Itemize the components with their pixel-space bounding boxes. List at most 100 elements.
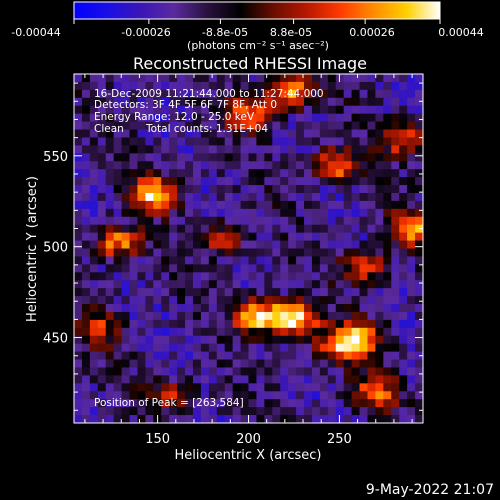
heatmap-cell bbox=[121, 375, 131, 384]
heatmap-cell bbox=[304, 351, 313, 361]
heatmap-cell bbox=[153, 89, 162, 99]
heatmap-cell bbox=[311, 407, 321, 416]
heatmap-cell bbox=[185, 351, 194, 361]
heatmap-cell bbox=[304, 169, 313, 178]
heatmap-cell bbox=[256, 367, 265, 377]
heatmap-cell bbox=[177, 185, 186, 194]
heatmap-cell bbox=[89, 224, 99, 234]
heatmap-cell bbox=[319, 208, 329, 218]
heatmap-cell bbox=[129, 145, 139, 154]
heatmap-cell bbox=[367, 304, 377, 313]
heatmap-cell bbox=[232, 304, 242, 313]
heatmap-cell bbox=[415, 177, 423, 186]
heatmap-cell bbox=[129, 161, 139, 170]
heatmap-cell bbox=[105, 200, 115, 210]
heatmap-cell bbox=[343, 327, 353, 337]
heatmap-cell bbox=[296, 81, 305, 91]
heatmap-cell bbox=[280, 311, 289, 321]
heatmap-cell bbox=[105, 129, 115, 139]
heatmap-cell bbox=[311, 105, 321, 115]
heatmap-cell bbox=[399, 89, 408, 99]
heatmap-cell bbox=[81, 415, 91, 423]
heatmap-cell bbox=[200, 74, 210, 83]
heatmap-cell bbox=[367, 129, 377, 139]
heatmap-cell bbox=[161, 256, 170, 265]
heatmap-cell bbox=[232, 185, 242, 194]
heatmap-cell bbox=[343, 216, 353, 226]
heatmap-cell bbox=[240, 383, 250, 392]
heatmap-cell bbox=[280, 161, 289, 170]
heatmap-cell bbox=[319, 121, 329, 131]
heatmap-cell bbox=[399, 113, 408, 123]
axis-ticks bbox=[74, 74, 423, 423]
heatmap-cell bbox=[177, 129, 186, 139]
heatmap-cell bbox=[367, 375, 377, 384]
heatmap-cell bbox=[192, 256, 202, 265]
heatmap-cell bbox=[113, 391, 123, 400]
heatmap-cell bbox=[256, 121, 265, 131]
heatmap-cell bbox=[200, 224, 210, 234]
heatmap-cell bbox=[304, 177, 313, 186]
heatmap-cell bbox=[367, 161, 377, 170]
heatmap-cell bbox=[375, 177, 384, 186]
heatmap-cell bbox=[264, 153, 273, 162]
heatmap-cell bbox=[264, 200, 273, 210]
heatmap-cell bbox=[415, 343, 423, 353]
heatmap-cell bbox=[407, 121, 416, 131]
heatmap-cell bbox=[145, 351, 154, 361]
heatmap-cell bbox=[327, 319, 337, 329]
heatmap-cell bbox=[177, 161, 186, 170]
heatmap-cell bbox=[343, 248, 353, 258]
heatmap-cell bbox=[264, 169, 273, 178]
heatmap-cell bbox=[367, 105, 377, 115]
heatmap-cell bbox=[216, 145, 226, 154]
heatmap-cell bbox=[208, 185, 218, 194]
heatmap-cell bbox=[161, 97, 170, 107]
heatmap-cell bbox=[192, 280, 202, 289]
heatmap-cell bbox=[97, 391, 107, 400]
heatmap-cell bbox=[264, 343, 273, 353]
heatmap-cell bbox=[89, 208, 99, 218]
heatmap-cell bbox=[391, 208, 400, 218]
heatmap-cell bbox=[359, 113, 369, 123]
heatmap-cell bbox=[208, 81, 218, 91]
heatmap-cell bbox=[415, 192, 423, 202]
heatmap-cell bbox=[105, 311, 115, 321]
heatmap-cell bbox=[208, 391, 218, 400]
heatmap-cell bbox=[351, 224, 361, 234]
heatmap-cell bbox=[311, 208, 321, 218]
heatmap-cell bbox=[399, 256, 408, 265]
heatmap-cell bbox=[161, 74, 170, 83]
heatmap-cell bbox=[74, 129, 83, 139]
heatmap-cell bbox=[208, 343, 218, 353]
heatmap-cell bbox=[319, 335, 329, 345]
heatmap-cell bbox=[375, 74, 384, 83]
heatmap-cell bbox=[359, 264, 369, 273]
heatmap-cell bbox=[335, 288, 345, 297]
heatmap-cell bbox=[81, 240, 91, 250]
heatmap-cell bbox=[121, 89, 131, 99]
heatmap-cell bbox=[272, 343, 281, 353]
heatmap-cell bbox=[161, 89, 170, 99]
heatmap-cell bbox=[240, 224, 250, 234]
heatmap-cell bbox=[81, 216, 91, 226]
heatmap-cell bbox=[97, 208, 107, 218]
heatmap-cell bbox=[335, 351, 345, 361]
heatmap-cell bbox=[375, 89, 384, 99]
heatmap-cell bbox=[280, 272, 289, 281]
heatmap-cell bbox=[192, 399, 202, 408]
heatmap-cell bbox=[113, 343, 123, 353]
heatmap-cell bbox=[224, 224, 234, 234]
heatmap-cell bbox=[264, 272, 273, 281]
heatmap-cell bbox=[216, 113, 226, 123]
heatmap-cell bbox=[145, 383, 154, 392]
heatmap-cell bbox=[415, 113, 423, 123]
heatmap-cell bbox=[383, 153, 392, 162]
heatmap-cell bbox=[192, 407, 202, 416]
heatmap-cell bbox=[391, 391, 400, 400]
heatmap-cell bbox=[97, 335, 107, 345]
heatmap-cell bbox=[359, 208, 369, 218]
heatmap-cell bbox=[296, 185, 305, 194]
heatmap-cell bbox=[105, 256, 115, 265]
heatmap-cell bbox=[367, 327, 377, 337]
